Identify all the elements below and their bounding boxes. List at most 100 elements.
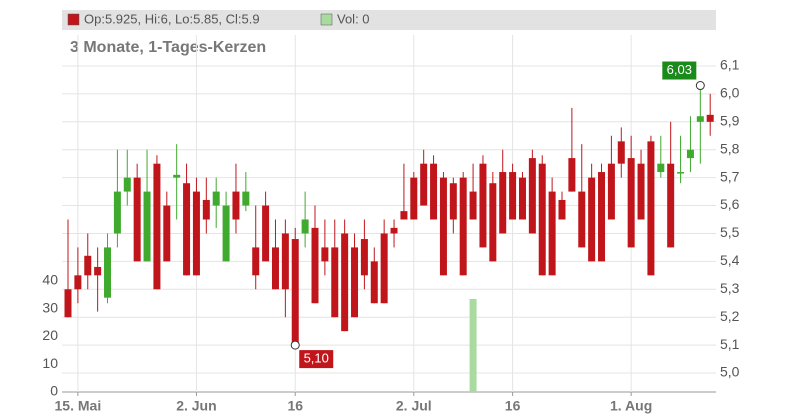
candle-body xyxy=(94,266,102,276)
candle-body xyxy=(499,172,507,234)
candle-body xyxy=(202,199,210,220)
candle-body xyxy=(647,141,655,276)
candle-body xyxy=(271,247,279,290)
candle-body xyxy=(400,211,408,220)
candle-body xyxy=(331,247,339,318)
candle-body xyxy=(607,163,615,220)
max-label: 6,03 xyxy=(667,62,692,77)
candle-body xyxy=(469,191,477,220)
candle-body xyxy=(420,163,428,206)
candle-body xyxy=(113,191,121,234)
candle-body xyxy=(410,177,418,220)
y-tick-label: 6,1 xyxy=(720,57,740,73)
candle-body xyxy=(538,163,546,276)
min-label-bg xyxy=(299,350,334,369)
candle-body xyxy=(341,233,349,332)
y2-tick-label: 30 xyxy=(42,299,58,315)
candle-body xyxy=(262,205,270,262)
min-label: 5,10 xyxy=(304,351,329,366)
candle-body xyxy=(351,247,359,318)
candle-body xyxy=(617,141,625,164)
y2-tick-label: 10 xyxy=(42,355,58,371)
candle-body xyxy=(123,177,131,192)
candle-body xyxy=(311,227,319,304)
candle-body xyxy=(74,275,82,290)
legend-volume: Vol: 0 xyxy=(337,11,370,26)
y-tick-label: 5,9 xyxy=(720,113,740,129)
candle-body xyxy=(281,233,289,290)
candle-body xyxy=(64,289,72,318)
candle-body xyxy=(489,183,497,262)
y-tick-label: 5,5 xyxy=(720,224,740,240)
candle-body xyxy=(301,219,309,234)
candle-body xyxy=(548,191,556,276)
y-tick-label: 5,8 xyxy=(720,140,740,156)
candle-body xyxy=(390,227,398,234)
candle-body xyxy=(598,172,606,262)
candle-body xyxy=(242,191,250,206)
candle-body xyxy=(192,191,200,276)
legend-swatch-ohlc xyxy=(67,13,80,26)
x-tick-label: 16 xyxy=(287,398,303,414)
candle-body xyxy=(143,191,151,262)
candle-body xyxy=(686,149,694,159)
candle-body xyxy=(133,177,141,262)
candle-body xyxy=(667,163,675,248)
y-tick-label: 5,3 xyxy=(720,280,740,296)
candle-body xyxy=(380,233,388,304)
y-tick-label: 5,6 xyxy=(720,196,740,212)
candle-body xyxy=(459,177,467,276)
candle-body xyxy=(627,158,635,248)
candle-body xyxy=(360,239,368,276)
candle-body xyxy=(637,163,645,220)
candle-body xyxy=(657,163,665,173)
candle-body xyxy=(439,177,447,276)
legend-bar xyxy=(62,10,716,30)
x-tick-label: 1. Aug xyxy=(610,398,652,414)
volume-bar xyxy=(469,299,477,392)
x-tick-label: 2. Jul xyxy=(396,398,432,414)
max-label-bg xyxy=(662,61,697,80)
y2-tick-label: 40 xyxy=(42,272,58,288)
candle-body xyxy=(449,183,457,220)
candle-body xyxy=(370,261,378,304)
candle-body xyxy=(430,163,438,220)
x-tick-label: 16 xyxy=(505,398,521,414)
x-tick-label: 15. Mai xyxy=(55,398,102,414)
candle-body xyxy=(173,174,181,178)
candle-body xyxy=(696,116,704,122)
candle-body xyxy=(677,172,685,174)
legend-swatch-volume xyxy=(320,13,333,26)
candle-body xyxy=(163,205,171,262)
candle-body xyxy=(153,163,161,290)
candle-body xyxy=(578,191,586,248)
candle-body xyxy=(183,183,191,276)
y-tick-label: 5,4 xyxy=(720,252,740,268)
y2-tick-label: 20 xyxy=(42,327,58,343)
legend-ohlc: Op:5.925, Hi:6, Lo:5.85, Cl:5.9 xyxy=(84,11,260,26)
candle-body xyxy=(706,114,714,122)
candle-body xyxy=(528,158,536,234)
candle-body xyxy=(509,172,517,220)
candle-body xyxy=(291,239,299,346)
candle-body xyxy=(84,255,92,276)
candle-body xyxy=(212,191,220,206)
min-marker xyxy=(290,340,300,350)
candle-body xyxy=(232,191,240,220)
candle-body xyxy=(104,247,112,298)
y2-tick-label: 0 xyxy=(50,383,58,399)
candle-body xyxy=(558,199,566,220)
y-tick-label: 5,7 xyxy=(720,168,740,184)
y-tick-label: 5,2 xyxy=(720,308,740,324)
subtitle: 3 Monate, 1-Tages-Kerzen xyxy=(70,39,266,56)
candle-body xyxy=(479,163,487,248)
candle-body xyxy=(518,177,526,220)
x-tick-label: 2. Jun xyxy=(176,398,216,414)
candle-body xyxy=(321,247,329,262)
candle-body xyxy=(588,177,596,262)
y-tick-label: 6,0 xyxy=(720,85,740,101)
y-tick-label: 5,0 xyxy=(720,364,740,380)
max-marker xyxy=(695,81,705,91)
candle-body xyxy=(252,247,260,276)
